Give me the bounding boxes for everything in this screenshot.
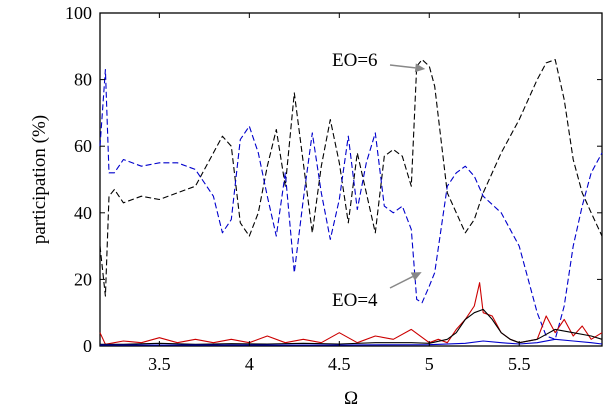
series-line-4: [100, 338, 603, 346]
series-line-3: [100, 308, 603, 345]
plot-frame: [99, 12, 603, 347]
y-tick-label: 40: [74, 203, 92, 223]
x-tick-label: 5: [425, 354, 434, 374]
x-tick-label: 3.5: [148, 354, 171, 374]
annotation-eo6-arrow: [389, 64, 416, 69]
y-tick-label: 80: [74, 70, 92, 90]
x-tick-label: 5.5: [508, 354, 531, 374]
series-line-1: [99, 69, 603, 340]
annotation-eo4-arrowhead: [410, 272, 422, 281]
annotation-eo6-label: EO=6: [332, 50, 378, 71]
axis-tick-labels: 3.5 4 4.5 5 5.5 0 20 40 60 80 100: [65, 3, 530, 374]
series-lines: [99, 59, 603, 346]
annotation-eo4-arrow: [389, 275, 414, 289]
series-line-0: [99, 59, 603, 297]
x-tick-label: 4: [245, 354, 254, 374]
plot-area: 3.5 4 4.5 5 5.5 0 20 40 60 80 100: [65, 3, 603, 374]
annotation-eo4-label: EO=4: [332, 290, 378, 311]
annotations: EO=6 EO=4: [332, 50, 426, 311]
axis-ticks: [100, 12, 602, 347]
x-axis-title: Ω: [344, 388, 358, 409]
x-tick-label: 4.5: [328, 354, 351, 374]
y-tick-label: 100: [65, 3, 92, 23]
annotation-eo6-arrowhead: [414, 63, 426, 73]
y-tick-label: 0: [83, 336, 92, 356]
y-tick-label: 20: [74, 269, 92, 289]
y-tick-label: 60: [74, 136, 92, 156]
y-axis-title: participation (%): [29, 115, 50, 244]
